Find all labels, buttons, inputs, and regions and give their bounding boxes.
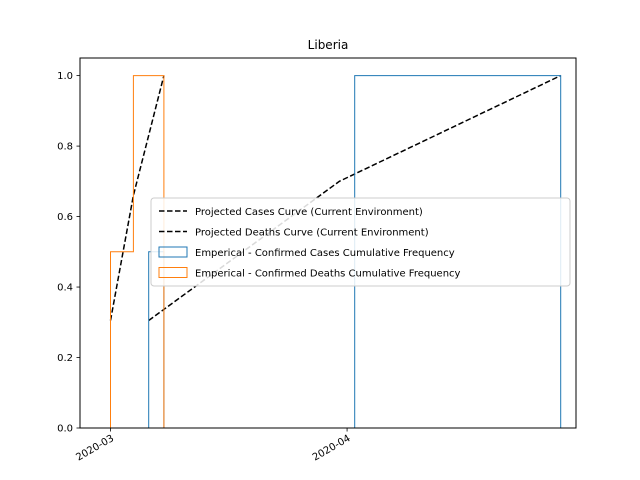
series-1-dashed-line bbox=[148, 74, 562, 322]
legend-box bbox=[150, 197, 571, 287]
y-tick-label: 0.6 bbox=[57, 212, 73, 223]
y-tick-label: 0.8 bbox=[57, 142, 73, 153]
chart-title: Liberia bbox=[308, 38, 349, 52]
legend-swatch-3 bbox=[158, 246, 188, 258]
legend-label-2: Projected Deaths Curve (Current Environm… bbox=[195, 228, 429, 239]
y-tick-label: 0.2 bbox=[57, 353, 73, 364]
series-2-dashed-line bbox=[109, 75, 165, 321]
x-tick-label: 2020-04 bbox=[311, 433, 353, 463]
legend-swatch-4 bbox=[158, 267, 188, 278]
y-tick-label: 0.0 bbox=[57, 424, 73, 435]
y-tick-label: 1.0 bbox=[57, 71, 73, 82]
legend: Projected Cases Curve (Current Environme… bbox=[150, 197, 571, 287]
legend-label-4: Emperical - Confirmed Deaths Cumulative … bbox=[195, 269, 461, 280]
x-tick-label: 2020-03 bbox=[74, 433, 116, 463]
legend-label-3: Emperical - Confirmed Cases Cumulative F… bbox=[195, 248, 455, 259]
series-4-step-line bbox=[110, 75, 165, 428]
legend-label-1: Projected Cases Curve (Current Environme… bbox=[195, 207, 423, 218]
plot-frame bbox=[79, 57, 577, 429]
y-tick-label: 0.4 bbox=[57, 283, 73, 294]
